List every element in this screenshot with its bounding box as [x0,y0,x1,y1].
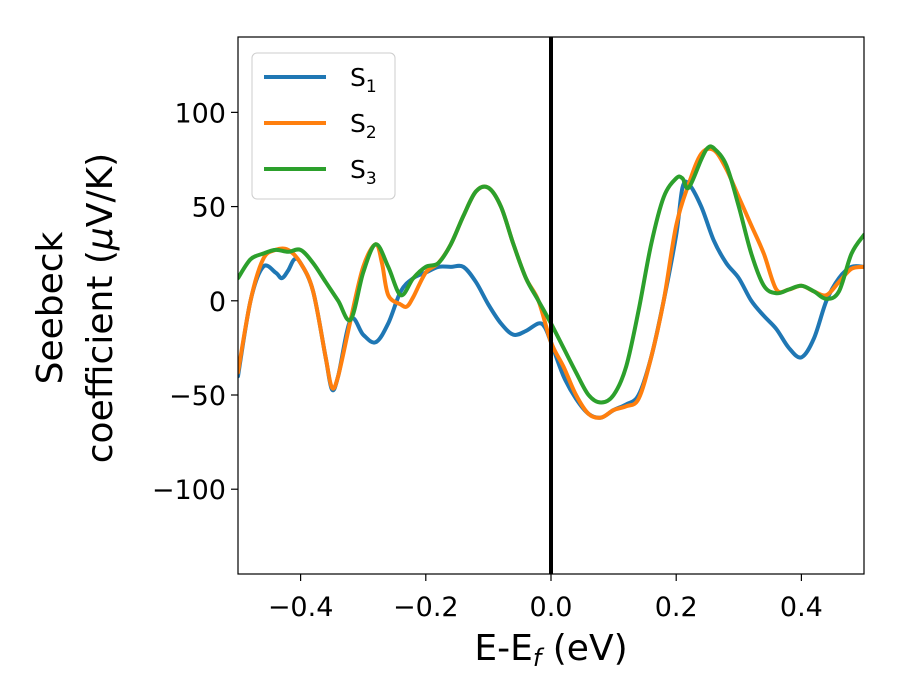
y-tick-label: 100 [174,98,226,129]
x-tick-label: −0.2 [393,592,459,623]
x-tick-label: −0.4 [268,592,334,623]
x-tick-label: 0.2 [655,592,698,623]
series-layer [238,144,864,420]
legend-label-s2: S2 [350,109,377,143]
x-axis-ticks: −0.4 −0.2 0.0 0.2 0.4 [268,574,823,623]
legend-label-s3: S3 [350,155,377,189]
y-tick-label: 0 [209,287,226,318]
legend: S1 S2 S3 [251,52,396,200]
x-tick-label: 0.0 [530,592,573,623]
x-axis-title-unit: (eV) [541,628,627,669]
legend-box [251,52,396,200]
x-axis-title: E-Ef (eV) [474,628,627,672]
legend-label-s1: S1 [350,63,377,97]
y-axis-title-line2: coefficient (μV/K) [80,153,121,463]
y-axis-title-line1: Seebeck [30,231,71,384]
x-tick-label: 0.4 [780,592,823,623]
series-line-s3 [238,144,864,405]
plot-frame [237,36,865,575]
y-tick-label: −100 [152,475,226,506]
y-axis-ticks: 100 50 0 −50 −100 [152,98,238,506]
y-tick-label: −50 [169,381,226,412]
y-tick-label: 50 [192,193,226,224]
y-axis-title-unit: V/K) [80,153,121,227]
y-axis-title-mu: μ [80,227,121,251]
x-axis-title-base: E-E [474,628,532,669]
y-axis-title-prefix: coefficient ( [80,250,121,463]
